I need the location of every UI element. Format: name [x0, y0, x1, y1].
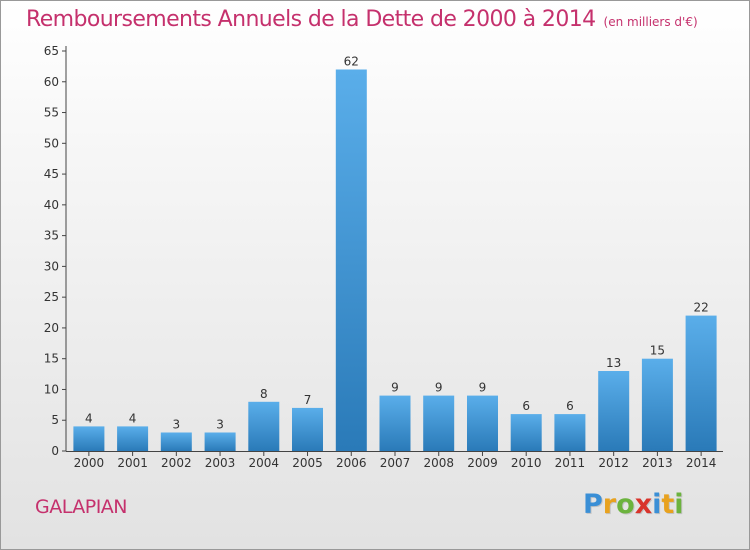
x-tick-label: 2002: [161, 456, 192, 470]
chart-title: Remboursements Annuels de la Dette de 20…: [26, 7, 698, 32]
bar: [641, 358, 673, 451]
bar: [423, 395, 455, 451]
bar: [248, 401, 280, 451]
chart-title-main: Remboursements Annuels de la Dette de 20…: [26, 7, 596, 32]
x-tick-label: 2008: [423, 456, 454, 470]
y-tick-label: 60: [44, 75, 59, 89]
data-label: 3: [216, 418, 224, 432]
x-axis: 2000 2001 2002 2003 2004 2005 2006 2007 2008 2009…: [66, 451, 723, 470]
data-labels: 4 4 3 3 8 7 62 9 9 9 6 6 13 15 22: [85, 54, 709, 431]
data-label: 9: [391, 381, 399, 395]
data-label: 8: [260, 387, 268, 401]
bar: [292, 407, 323, 451]
y-tick-label: 35: [44, 229, 59, 243]
x-tick-label: 2006: [336, 456, 367, 470]
x-tick-label: 2010: [511, 456, 542, 470]
bars: [73, 69, 717, 451]
y-tick-label: 25: [44, 290, 59, 304]
logo-letter: P: [583, 489, 603, 520]
data-label: 9: [435, 381, 443, 395]
data-label: 6: [522, 399, 530, 413]
bar: [160, 432, 192, 451]
chart-title-unit: (en milliers d'€): [603, 15, 698, 29]
bar: [379, 395, 411, 451]
data-label: 7: [304, 393, 312, 407]
logo-letter: t: [661, 489, 675, 520]
bar: [685, 315, 717, 451]
logo-letter: o: [616, 489, 635, 520]
y-axis: 0 5 10 15 20 25 30 35 40 45 50 55 60 65: [44, 44, 67, 458]
data-label: 9: [479, 381, 487, 395]
y-tick-label: 50: [44, 136, 59, 150]
x-tick-label: 2007: [380, 456, 411, 470]
x-tick-label: 2001: [117, 456, 148, 470]
y-tick-label: 15: [44, 352, 59, 366]
commune-name: GALAPIAN: [35, 496, 128, 518]
bar: [510, 414, 542, 451]
y-tick-label: 20: [44, 321, 59, 335]
x-tick-label: 2009: [467, 456, 498, 470]
bar: [117, 426, 149, 451]
x-tick-label: 2012: [598, 456, 629, 470]
data-label: 62: [344, 54, 359, 68]
proxiti-logo: Proxiti: [583, 489, 684, 520]
x-tick-label: 2000: [74, 456, 105, 470]
bar: [554, 414, 586, 451]
bar: [335, 69, 367, 451]
bar: [73, 426, 105, 451]
logo-letter: i: [652, 489, 662, 520]
logo-letter: x: [634, 489, 653, 520]
y-tick-label: 30: [44, 259, 59, 273]
data-label: 13: [606, 356, 621, 370]
y-tick-label: 0: [51, 444, 59, 458]
x-tick-label: 2005: [292, 456, 323, 470]
data-label: 4: [85, 411, 93, 425]
y-tick-label: 45: [44, 167, 59, 181]
x-tick-label: 2011: [555, 456, 586, 470]
bar: [598, 371, 630, 451]
x-tick-label: 2014: [686, 456, 717, 470]
bar: [467, 395, 498, 451]
x-tick-label: 2004: [249, 456, 280, 470]
data-label: 6: [566, 399, 574, 413]
x-tick-label: 2013: [642, 456, 673, 470]
logo-letter: i: [674, 489, 684, 520]
y-tick-label: 10: [44, 382, 59, 396]
data-label: 4: [129, 411, 137, 425]
bar: [204, 432, 236, 451]
data-label: 22: [693, 301, 708, 315]
x-tick-label: 2003: [205, 456, 236, 470]
y-tick-label: 55: [44, 106, 59, 120]
logo-letter: r: [602, 489, 617, 520]
data-label: 3: [173, 418, 181, 432]
y-tick-label: 40: [44, 198, 59, 212]
data-label: 15: [650, 344, 665, 358]
y-tick-label: 5: [51, 413, 59, 427]
y-tick-label: 65: [44, 44, 59, 58]
